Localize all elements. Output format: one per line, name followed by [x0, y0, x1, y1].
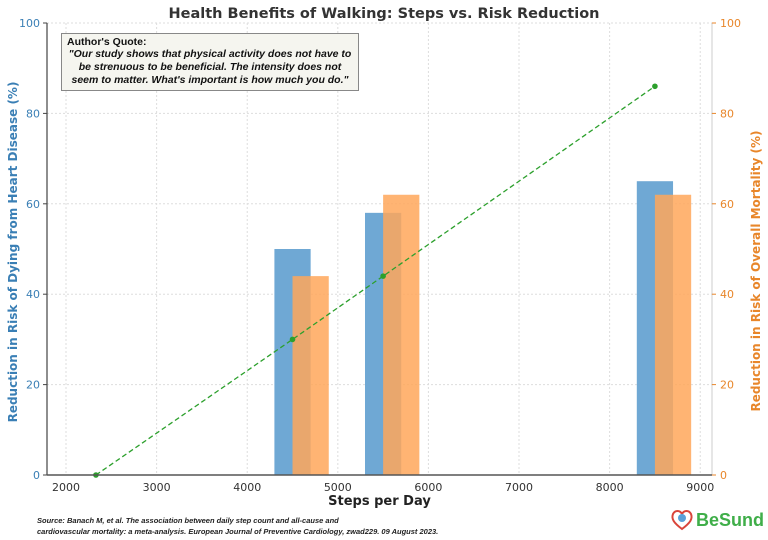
y-right-tick-label: 20: [720, 379, 734, 392]
x-tick-label: 9000: [686, 481, 714, 494]
trend-point: [380, 273, 386, 279]
y-right-tick-label: 60: [720, 198, 734, 211]
bar-overall-mortality: [654, 194, 692, 475]
y-right-axis-label: Reduction in Risk of Overall Mortality (…: [749, 130, 763, 411]
x-tick-label: 3000: [143, 481, 171, 494]
y-right-tick-label: 40: [720, 288, 734, 301]
x-tick-label: 8000: [596, 481, 624, 494]
source-line-1: Source: Banach M, et al. The association…: [37, 516, 339, 525]
besund-logo: BeSund: [670, 508, 764, 532]
bar-overall-mortality: [383, 194, 420, 475]
x-tick-label: 4000: [233, 481, 261, 494]
x-tick-label: 7000: [505, 481, 533, 494]
x-tick-label: 6000: [414, 481, 442, 494]
x-axis-label: Steps per Day: [328, 494, 431, 509]
quote-text: "Our study shows that physical activity …: [68, 48, 352, 86]
source-citation: Source: Banach M, et al. The association…: [37, 515, 438, 537]
y-left-tick-label: 60: [26, 198, 40, 211]
heart-logo-icon: [671, 510, 693, 531]
y-left-tick-label: 0: [33, 469, 40, 482]
x-tick-label: 2000: [52, 481, 80, 494]
y-left-axis-label: Reduction in Risk of Dying from Heart Di…: [6, 82, 20, 423]
y-right-tick-label: 80: [720, 107, 734, 120]
trend-line: [95, 85, 656, 476]
y-left-tick-label: 20: [26, 379, 40, 392]
y-right-tick-label: 100: [720, 17, 741, 30]
bar-overall-mortality: [292, 276, 329, 475]
y-right-tick-label: 0: [720, 469, 727, 482]
source-line-2: cardiovascular mortality: a meta-analysi…: [37, 527, 439, 536]
trend-point: [289, 336, 296, 343]
trend-point: [652, 83, 658, 90]
quote-heading: Author's Quote:: [67, 36, 147, 48]
chart-title: Health Benefits of Walking: Steps vs. Ri…: [169, 6, 600, 22]
x-tick-label: 5000: [324, 481, 352, 494]
y-left-tick-label: 40: [26, 288, 40, 301]
y-left-tick-label: 100: [19, 17, 40, 30]
author-quote-box: Author's Quote: "Our study shows that ph…: [61, 33, 359, 91]
y-left-tick-label: 80: [26, 107, 40, 120]
logo-text: BeSund: [696, 509, 765, 530]
